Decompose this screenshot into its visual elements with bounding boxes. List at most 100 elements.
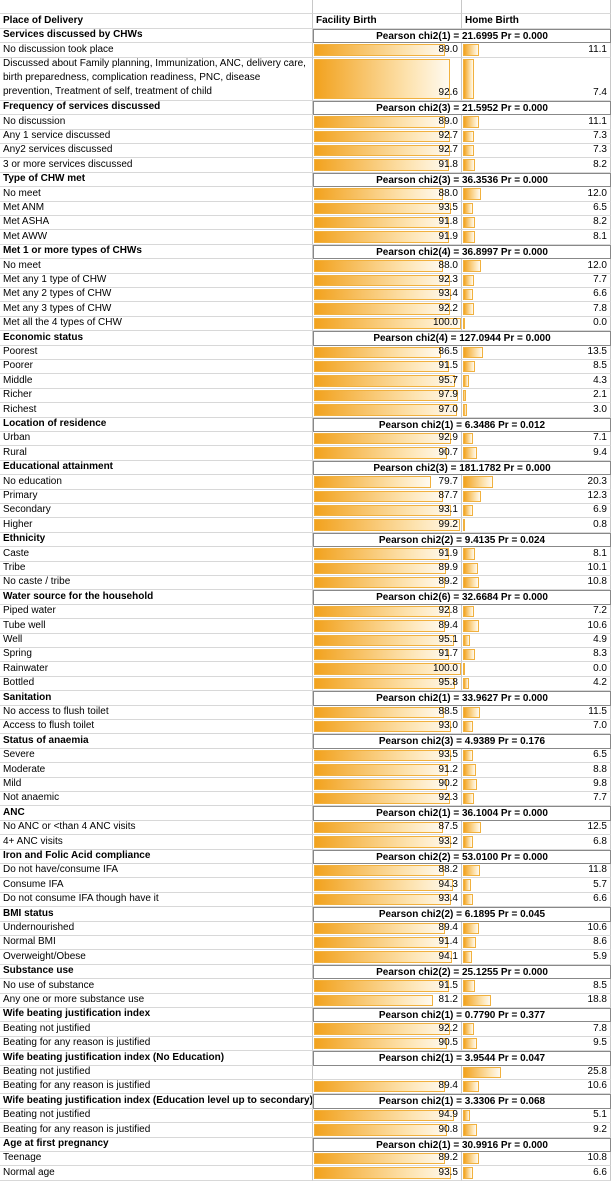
header-cell: Home Birth <box>462 14 611 29</box>
row-label: No caste / tribe <box>3 576 71 588</box>
value-text: 89.9 <box>438 561 458 573</box>
value-cell: 7.1 <box>462 432 611 447</box>
data-bar <box>314 605 451 618</box>
value-text: 88.5 <box>438 705 458 717</box>
row-label: Overweight/Obese <box>3 950 86 962</box>
value-cell: 93.5 <box>313 201 462 216</box>
value-cell: 93.5 <box>313 1166 462 1181</box>
value-cell: 10.8 <box>462 1152 611 1167</box>
value-text: 92.2 <box>438 302 458 314</box>
value-cell: 91.9 <box>313 547 462 562</box>
data-bar <box>314 663 461 675</box>
row-label: Mild <box>3 777 22 789</box>
section-title: Iron and Folic Acid compliance <box>3 849 151 861</box>
data-bar <box>463 490 482 502</box>
label-cell: Met any 2 types of CHW <box>0 288 313 303</box>
value-cell: 7.2 <box>462 604 611 620</box>
data-bar <box>314 202 452 214</box>
data-bar <box>463 836 473 848</box>
value-text: 91.4 <box>438 936 458 948</box>
row-label: Beating for any reason is justified <box>3 1080 151 1092</box>
value-cell: 92.9 <box>313 432 462 447</box>
value-cell: 99.2 <box>313 518 462 533</box>
data-bar <box>314 217 449 229</box>
data-bar <box>314 433 451 445</box>
row-label: Secondary <box>3 504 51 516</box>
data-bar <box>314 447 448 459</box>
value-text: 12.5 <box>587 821 607 833</box>
row-label: Poorer <box>3 360 34 372</box>
value-text: 95.8 <box>438 677 458 689</box>
data-bar <box>314 346 442 358</box>
value-cell: 6.6 <box>462 892 611 908</box>
value-text: 9.4 <box>593 446 607 458</box>
data-bar <box>314 389 458 402</box>
data-bar <box>463 188 481 200</box>
row-label: Tribe <box>3 561 26 573</box>
value-cell: 88.0 <box>313 187 462 202</box>
data-bar <box>463 505 474 517</box>
section-title: Economic status <box>3 331 84 343</box>
value-cell: 94.9 <box>313 1108 462 1124</box>
value-text: 90.8 <box>438 1123 458 1135</box>
label-cell: Well <box>0 633 313 648</box>
row-label: Met AWW <box>3 230 48 242</box>
value-text: 91.8 <box>438 216 458 228</box>
label-cell: Any2 services discussed <box>0 144 313 159</box>
section-cell: Frequency of services discussed <box>0 100 313 116</box>
row-label: 4+ ANC visits <box>3 835 63 847</box>
label-cell: Beating for any reason is justified <box>0 1080 313 1095</box>
test-statistic: Pearson chi2(2) = 9.4135 Pr = 0.024 <box>313 532 611 548</box>
value-cell: 95.7 <box>313 374 462 389</box>
label-cell: Tube well <box>0 619 313 634</box>
value-text: 89.2 <box>438 1152 458 1164</box>
data-bar <box>314 44 445 56</box>
value-text: 97.0 <box>438 403 458 415</box>
data-bar <box>314 375 455 387</box>
value-text: 5.9 <box>593 950 607 962</box>
data-bar <box>463 404 468 416</box>
row-label: Richest <box>3 403 37 415</box>
value-text: 0.8 <box>593 518 607 530</box>
data-bar <box>314 980 449 992</box>
value-text: 6.5 <box>593 749 607 761</box>
value-text: 93.5 <box>438 201 458 213</box>
value-text: 6.6 <box>593 893 607 905</box>
label-cell: Moderate <box>0 763 313 778</box>
data-bar <box>463 116 480 128</box>
value-cell: 7.4 <box>462 57 611 101</box>
value-cell: 5.9 <box>462 950 611 965</box>
section-title: Sanitation <box>3 691 52 703</box>
data-bar <box>463 260 481 272</box>
value-text: 7.2 <box>593 605 607 617</box>
test-statistic: Pearson chi2(1) = 6.3486 Pr = 0.012 <box>313 417 611 432</box>
label-cell: Bottled <box>0 676 313 692</box>
data-bar <box>314 260 444 272</box>
value-text: 93.4 <box>438 893 458 905</box>
section-title: Age at first pregnancy <box>3 1137 109 1149</box>
value-cell: 94.3 <box>313 878 462 893</box>
row-label: Tube well <box>3 619 46 631</box>
data-bar <box>463 317 465 330</box>
data-bar <box>463 821 482 834</box>
row-label: Middle <box>3 374 33 386</box>
value-cell: 91.5 <box>313 360 462 375</box>
section-cell: Met 1 or more types of CHWs <box>0 244 313 260</box>
row-label: No meet <box>3 259 41 271</box>
data-bar <box>314 994 434 1006</box>
data-bar <box>463 793 475 805</box>
value-text: 89.4 <box>438 619 458 631</box>
row-label: Access to flush toilet <box>3 720 95 732</box>
value-cell: 9.5 <box>462 1036 611 1052</box>
value-cell: 6.6 <box>462 288 611 303</box>
value-cell: 92.7 <box>313 129 462 144</box>
row-label: Caste <box>3 547 30 559</box>
value-text: 10.6 <box>587 1080 607 1092</box>
value-cell: 88.0 <box>313 259 462 274</box>
data-bar <box>463 130 474 142</box>
value-cell: 18.8 <box>462 993 611 1008</box>
value-cell: 9.2 <box>462 1123 611 1138</box>
value-text: 91.9 <box>438 230 458 242</box>
section-cell: Sanitation <box>0 691 313 706</box>
value-cell: 7.7 <box>462 273 611 288</box>
